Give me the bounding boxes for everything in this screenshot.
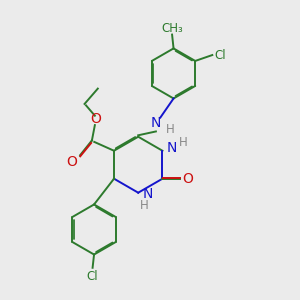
Text: H: H [179, 136, 188, 149]
Text: O: O [90, 112, 101, 126]
Text: Cl: Cl [87, 269, 98, 283]
Text: O: O [183, 172, 194, 186]
Text: H: H [166, 123, 175, 136]
Text: O: O [67, 155, 78, 169]
Text: N: N [142, 187, 153, 201]
Text: N: N [151, 116, 161, 130]
Text: Cl: Cl [214, 49, 226, 62]
Text: N: N [167, 141, 177, 155]
Text: H: H [140, 199, 148, 212]
Text: CH₃: CH₃ [161, 22, 183, 35]
